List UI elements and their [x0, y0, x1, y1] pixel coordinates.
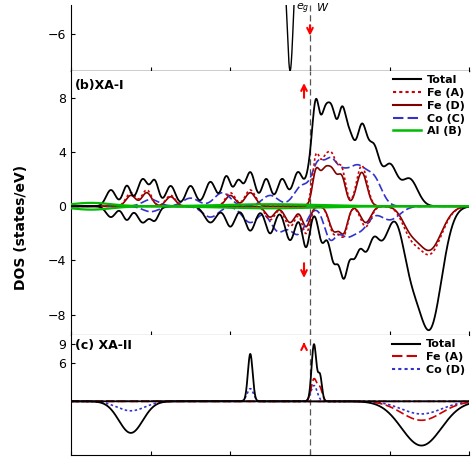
Text: (b)XA-I: (b)XA-I — [75, 79, 125, 91]
Text: $e_g$: $e_g$ — [296, 2, 310, 17]
Text: DOS (states/eV): DOS (states/eV) — [14, 165, 28, 290]
Legend: Total, Fe (A), Fe (D), Co (C), Al (B): Total, Fe (A), Fe (D), Co (C), Al (B) — [391, 73, 467, 138]
Text: (c) XA-II: (c) XA-II — [75, 338, 132, 352]
Legend: Total, Fe (A), Co (D): Total, Fe (A), Co (D) — [390, 337, 467, 377]
Text: $W$: $W$ — [316, 0, 329, 13]
